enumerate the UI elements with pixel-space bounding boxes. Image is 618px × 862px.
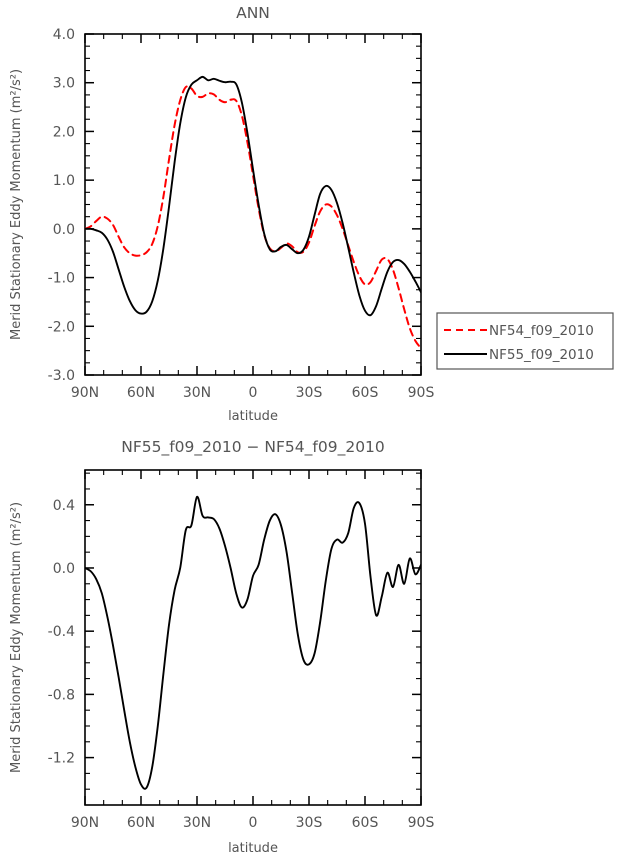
xticklabel-top-1: 60N (127, 385, 155, 401)
plot-frame-bottom (84, 469, 422, 806)
panel-bottom: NF55_f09_2010 − NF54_f09_2010 90N 60N 30N 0 3… (9, 438, 434, 856)
yticklabel-bottom-1: -0.8 (48, 687, 75, 703)
yticklabel-top-1: -2.0 (48, 319, 75, 335)
yticklabel-top-3: 0.0 (53, 222, 75, 238)
series-group-bottom (85, 495, 421, 790)
xticklabel-top-5: 60S (352, 385, 379, 401)
series-line-nf55-f09-2010-nf54-f09-2010 (85, 495, 421, 790)
yticklabel-top-0: -3.0 (48, 368, 75, 384)
legend-label-1: NF55_f09_2010 (489, 347, 594, 363)
legend-label-0: NF54_f09_2010 (489, 323, 594, 339)
xticklabel-bottom-2: 30N (183, 815, 211, 831)
xticklabel-bottom-4: 30S (296, 815, 323, 831)
xticklabel-top-6: 90S (408, 385, 435, 401)
xticklabel-bottom-5: 60S (352, 815, 379, 831)
xticklabel-top-4: 30S (296, 385, 323, 401)
xticklabel-bottom-6: 90S (408, 815, 435, 831)
xticklabel-bottom-3: 0 (249, 815, 258, 831)
xticklabel-top-3: 0 (249, 385, 258, 401)
series-line-nf55-f09-2010 (85, 75, 421, 317)
xaxis-title-top: latitude (228, 409, 278, 424)
series-group-top (85, 75, 421, 350)
yticklabel-bottom-3: 0.0 (53, 561, 75, 577)
yaxis-title-bottom: Merid Stationary Eddy Momentum (m²/s²) (9, 502, 24, 773)
yticklabel-top-7: 4.0 (53, 27, 75, 43)
panel-title-top: ANN (236, 4, 270, 22)
xticklabel-top-2: 30N (183, 385, 211, 401)
yticklabel-bottom-0: -1.2 (48, 751, 75, 767)
yticklabel-top-5: 2.0 (53, 124, 75, 140)
yticklabel-top-6: 3.0 (53, 76, 75, 92)
xticklabel-top-0: 90N (71, 385, 99, 401)
yticklabel-bottom-4: 0.4 (53, 498, 75, 514)
xaxis-title-bottom: latitude (228, 841, 278, 856)
xticklabel-bottom-0: 90N (71, 815, 99, 831)
series-line-nf54-f09-2010 (85, 85, 421, 350)
yaxis-title-top: Merid Stationary Eddy Momentum (m²/s²) (9, 69, 24, 340)
panel-top: ANN 90N 60N 30N 0 30S 60S 90S latitude -3.0 -2.0 -1… (9, 4, 434, 424)
yticklabel-top-4: 1.0 (53, 173, 75, 189)
legend: NF54_f09_2010 NF55_f09_2010 (436, 312, 614, 370)
panel-title-bottom: NF55_f09_2010 − NF54_f09_2010 (121, 438, 385, 457)
legend-box (436, 312, 614, 370)
xticklabel-bottom-1: 60N (127, 815, 155, 831)
plot-frame-top (84, 33, 422, 376)
yticklabel-top-2: -1.0 (48, 271, 75, 287)
yticklabel-bottom-2: -0.4 (48, 624, 75, 640)
